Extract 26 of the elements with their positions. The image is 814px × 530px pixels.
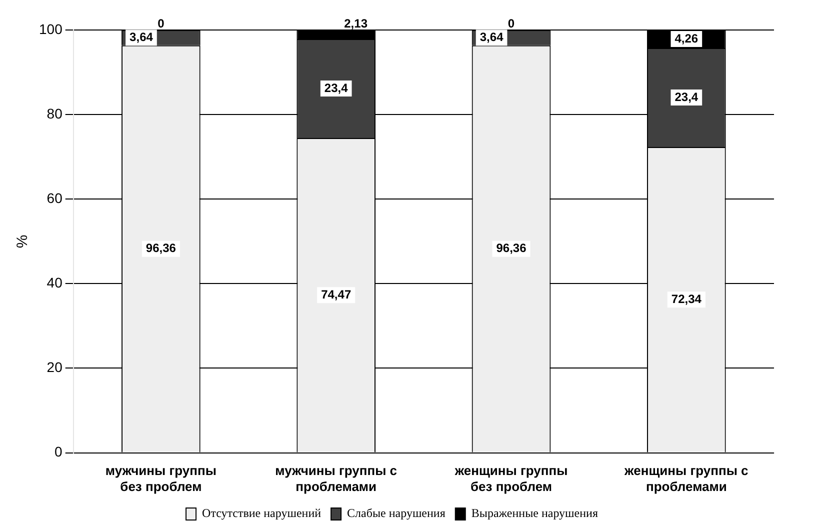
legend-label: Отсутствие нарушений (202, 506, 322, 520)
data-label: 74,47 (321, 287, 352, 302)
x-tick-label: женщины группы без проблем (454, 463, 568, 494)
data-label: 2,13 (344, 16, 368, 30)
data-label: 23,4 (324, 80, 348, 95)
data-label: 0 (508, 16, 515, 30)
data-label: 3,64 (480, 30, 504, 44)
data-label: 96,36 (146, 241, 176, 256)
data-label: 72,34 (671, 292, 702, 306)
legend-label: Слабые нарушения (347, 506, 446, 520)
y-tick-label: 40 (46, 274, 63, 291)
data-label: 0 (158, 16, 165, 30)
y-tick-label: 100 (39, 20, 63, 37)
y-tick-label: 60 (46, 190, 63, 206)
data-label: 4,26 (674, 31, 698, 46)
y-axis-title: % (14, 234, 32, 248)
data-label: 3,64 (130, 30, 154, 44)
data-label: 23,4 (674, 90, 698, 104)
y-tick-label: 20 (46, 359, 63, 376)
y-tick-label: 80 (46, 105, 63, 122)
x-tick-label: мужчины группы с проблемами (275, 463, 398, 494)
x-tick-label: мужчины группы без проблем (105, 463, 216, 494)
legend-label: Выраженные нарушения (471, 506, 598, 520)
y-tick-label: 0 (54, 444, 63, 460)
data-label: 96,36 (496, 241, 527, 256)
x-tick-label: женщины группы с проблемами (624, 463, 748, 494)
